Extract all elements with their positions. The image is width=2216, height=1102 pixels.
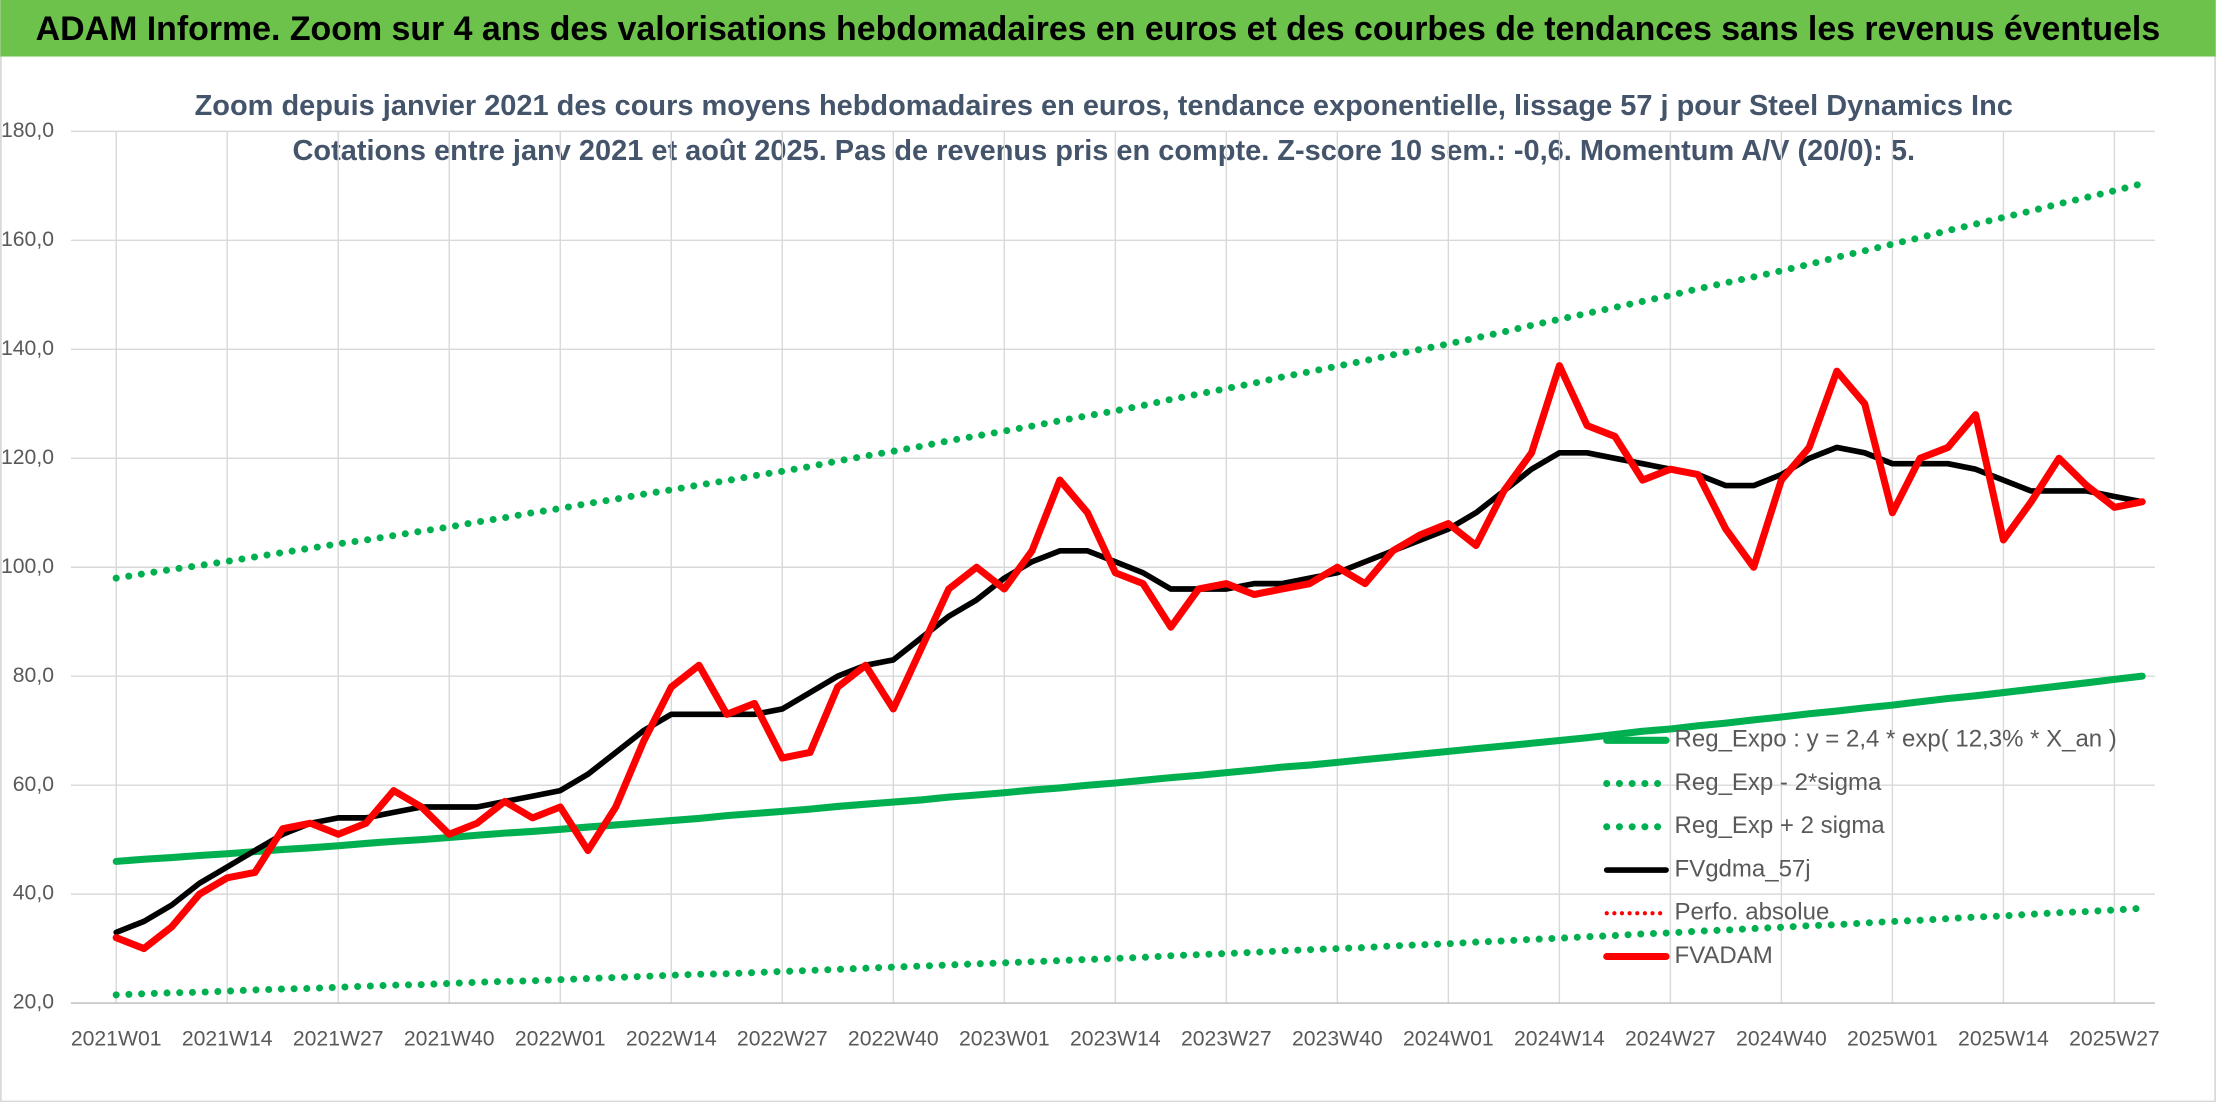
y-tick-label: 80,0 <box>13 664 54 687</box>
series-line <box>113 444 2146 936</box>
x-tick-label: 2022W27 <box>737 1027 828 1050</box>
x-tick-label: 2022W14 <box>626 1027 717 1050</box>
series-line <box>112 180 2146 582</box>
legend-label: Perfo. absolue <box>1675 899 1830 926</box>
y-tick-label: 100,0 <box>1 555 54 578</box>
series-line <box>112 672 2146 865</box>
y-tick-label: 120,0 <box>1 446 54 469</box>
y-tick-label: 180,0 <box>1 119 54 142</box>
y-tick-label: 140,0 <box>1 337 54 360</box>
chart-subtitle: Zoom depuis janvier 2021 des cours moyen… <box>195 90 2013 122</box>
x-tick-label: 2021W14 <box>182 1027 273 1050</box>
x-tick-label: 2025W27 <box>2069 1027 2160 1050</box>
series-line <box>112 362 2146 953</box>
x-tick-label: 2023W27 <box>1181 1027 1272 1050</box>
x-tick-label: 2021W40 <box>404 1027 495 1050</box>
legend-label: FVADAM <box>1675 942 1773 969</box>
x-tick-label: 2023W14 <box>1070 1027 1161 1050</box>
legend-label: Reg_Expo : y = 2,4 * exp( 12,3% * X_an ) <box>1675 726 2117 753</box>
y-tick-label: 40,0 <box>13 882 54 905</box>
chart-subtitle: Cotations entre janv 2021 et août 2025. … <box>293 135 1915 167</box>
x-tick-label: 2024W14 <box>1514 1027 1605 1050</box>
chart-title: ADAM Informe. Zoom sur 4 ans des valoris… <box>36 10 2161 48</box>
x-tick-label: 2024W40 <box>1736 1027 1827 1050</box>
legend-label: Reg_Exp - 2*sigma <box>1675 769 1882 796</box>
y-tick-label: 60,0 <box>13 773 54 796</box>
x-tick-label: 2023W40 <box>1292 1027 1383 1050</box>
x-tick-label: 2021W01 <box>71 1027 162 1050</box>
x-tick-label: 2024W27 <box>1625 1027 1716 1050</box>
y-tick-label: 20,0 <box>13 991 54 1014</box>
series-line <box>112 904 2146 999</box>
x-tick-label: 2025W14 <box>1958 1027 2049 1050</box>
header-bar <box>0 0 2216 57</box>
x-tick-label: 2022W40 <box>848 1027 939 1050</box>
x-tick-label: 2024W01 <box>1403 1027 1494 1050</box>
legend-label: Reg_Exp + 2 sigma <box>1675 812 1886 839</box>
x-tick-label: 2021W27 <box>293 1027 384 1050</box>
y-tick-label: 160,0 <box>1 228 54 251</box>
x-tick-label: 2022W01 <box>515 1027 606 1050</box>
x-tick-label: 2025W01 <box>1847 1027 1938 1050</box>
legend-label: FVgdma_57j <box>1675 855 1811 882</box>
x-tick-label: 2023W01 <box>959 1027 1050 1050</box>
